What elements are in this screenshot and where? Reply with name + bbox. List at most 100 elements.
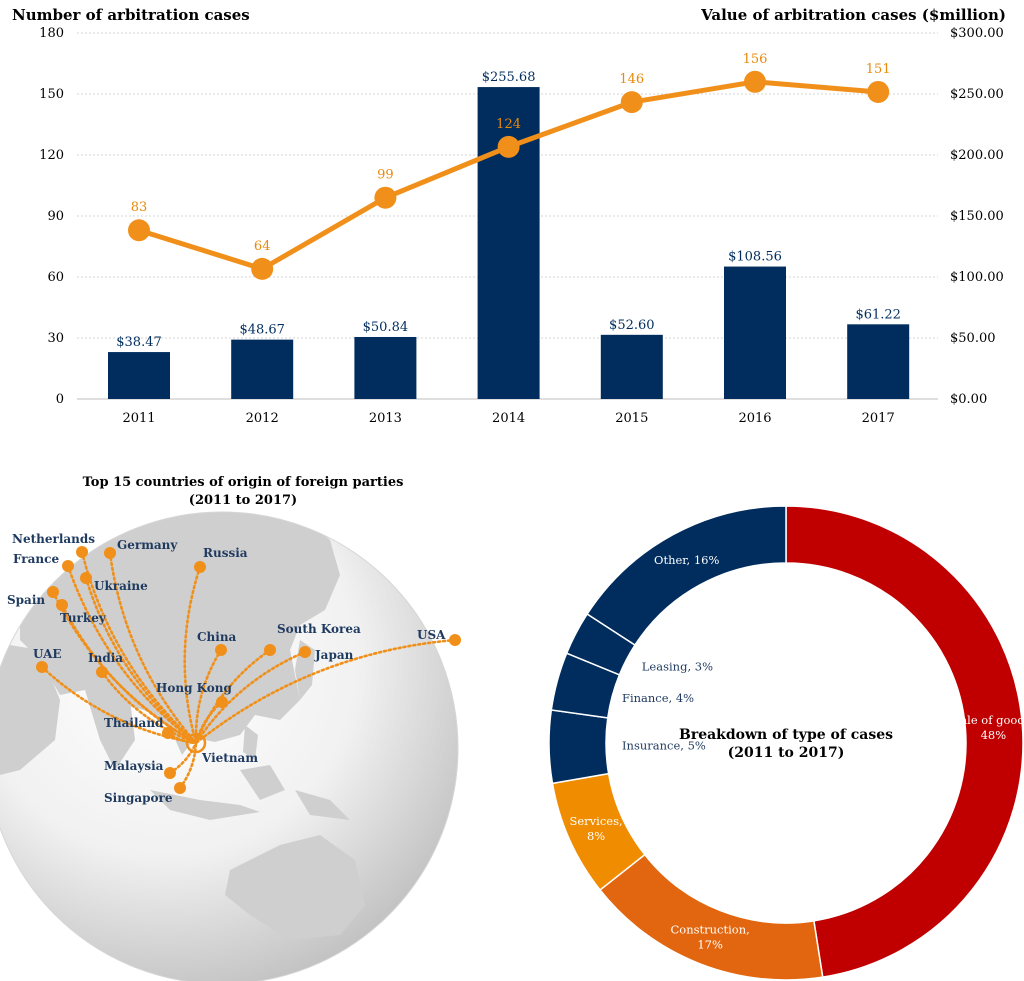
slice-label: Insurance, 5% [622,739,706,753]
label-uae: UAE [33,647,62,661]
map-title-line2: (2011 to 2017) [189,493,297,508]
label-thailand: Thailand [104,716,164,730]
route-line [194,638,457,745]
route-lines [40,550,457,790]
donut-slice [548,709,610,785]
label-ukraine: Ukraine [94,579,148,593]
bar [354,336,417,399]
bar [231,339,294,399]
right-tick-label: $300.00 [950,26,1004,41]
donut-slice [785,505,1024,978]
bar-data-labels: $38.47 $48.67 $50.84 $255.68 $52.60 $108.56 $6… [116,70,901,350]
line-data-label: 64 [254,239,271,254]
origin-marker [104,547,116,559]
origin-marker [36,661,48,673]
slice-label: Construction, [671,923,750,937]
route-line [100,670,198,745]
bar-data-label: $50.84 [363,320,409,335]
x-tick-label: 2013 [369,411,402,426]
route-line [40,665,198,745]
globe-outline [0,511,459,981]
origin-marker [164,767,176,779]
origin-marker [47,586,59,598]
bar-data-label: $48.67 [239,323,285,338]
label-spain: Spain [7,593,45,607]
donut-slice [598,853,824,981]
label-france: France [13,552,59,566]
origin-marker [299,646,311,658]
slice-label: Sale of goods, [952,713,1024,727]
x-tick-label: 2014 [492,411,525,426]
bar-data-label: $255.68 [482,70,536,85]
line-point [374,186,397,209]
x-tick-label: 2017 [862,411,895,426]
route-line [66,564,198,745]
line-data-label: 151 [866,62,891,77]
label-russia: Russia [203,546,248,560]
label-germany: Germany [117,538,178,552]
bar [847,324,910,399]
slice-label: Services, [569,814,622,828]
x-tick-label: 2016 [738,411,771,426]
line-data-label: 124 [496,117,521,132]
slice-label: Leasing, 3% [642,659,713,673]
label-netherlands: Netherlands [12,532,95,546]
label-malaysia: Malaysia [104,759,164,773]
origin-marker [56,599,68,611]
origin-marker [216,696,228,708]
left-tick-label: 60 [47,270,64,285]
label-hong-kong: Hong Kong [156,681,233,695]
label-japan: Japan [314,648,354,662]
left-axis-ticks: 0 30 60 90 120 150 180 [39,26,64,407]
left-tick-label: 0 [56,392,64,407]
origin-marker [215,644,227,656]
left-tick-label: 90 [47,209,64,224]
right-axis-ticks: $0.00 $50.00 $100.00 $150.00 $200.00 $250.00 $… [950,26,1004,407]
left-tick-label: 120 [39,148,64,163]
x-tick-label: 2012 [246,411,279,426]
left-tick-label: 30 [47,331,64,346]
line-point [744,70,766,93]
destination-marker [185,732,207,754]
left-tick-label: 180 [39,26,64,41]
case-type-donut: Sale of goods,48% Construction,17% Service… [548,505,1024,981]
line-data-label: 83 [131,200,148,215]
bar-data-label: $38.47 [116,335,162,350]
slice-label: Finance, 4% [622,691,694,705]
slice-pct-label: 48% [981,728,1007,742]
country-labels: Netherlands Germany France Ukraine Russi… [7,532,446,805]
origin-marker [62,560,74,572]
bar [108,352,170,399]
bar-series [108,87,910,399]
label-south-korea: South Korea [277,622,361,636]
slice-pct-label: 8% [587,829,605,843]
route-line [168,741,198,775]
origin-marker [194,561,206,573]
line-point [620,91,643,114]
x-axis-ticks: 2011 2012 2013 2014 2015 2016 2017 [122,411,894,426]
origin-marker [449,634,461,646]
label-china: China [197,630,237,644]
x-tick-label: 2015 [615,411,648,426]
route-line [194,650,307,745]
route-line [84,576,198,745]
origin-marker [162,727,174,739]
right-tick-label: $0.00 [950,392,987,407]
label-usa: USA [417,628,446,642]
slice-pct-label: 17% [697,938,723,952]
right-tick-label: $250.00 [950,87,1004,102]
line-point [867,80,890,103]
label-vietnam: Vietnam [201,751,258,765]
left-axis-title: Number of arbitration cases [12,6,250,24]
bar-data-label: $108.56 [728,250,782,265]
bar [600,334,663,399]
right-axis-title: Value of arbitration cases ($million) [700,6,1006,24]
right-tick-label: $100.00 [950,270,1004,285]
label-turkey: Turkey [60,611,107,625]
donut-title-line2: (2011 to 2017) [728,745,845,761]
line-point [128,219,150,242]
bar-data-label: $52.60 [609,318,655,333]
right-tick-label: $50.00 [950,331,996,346]
label-singapore: Singapore [104,791,173,805]
